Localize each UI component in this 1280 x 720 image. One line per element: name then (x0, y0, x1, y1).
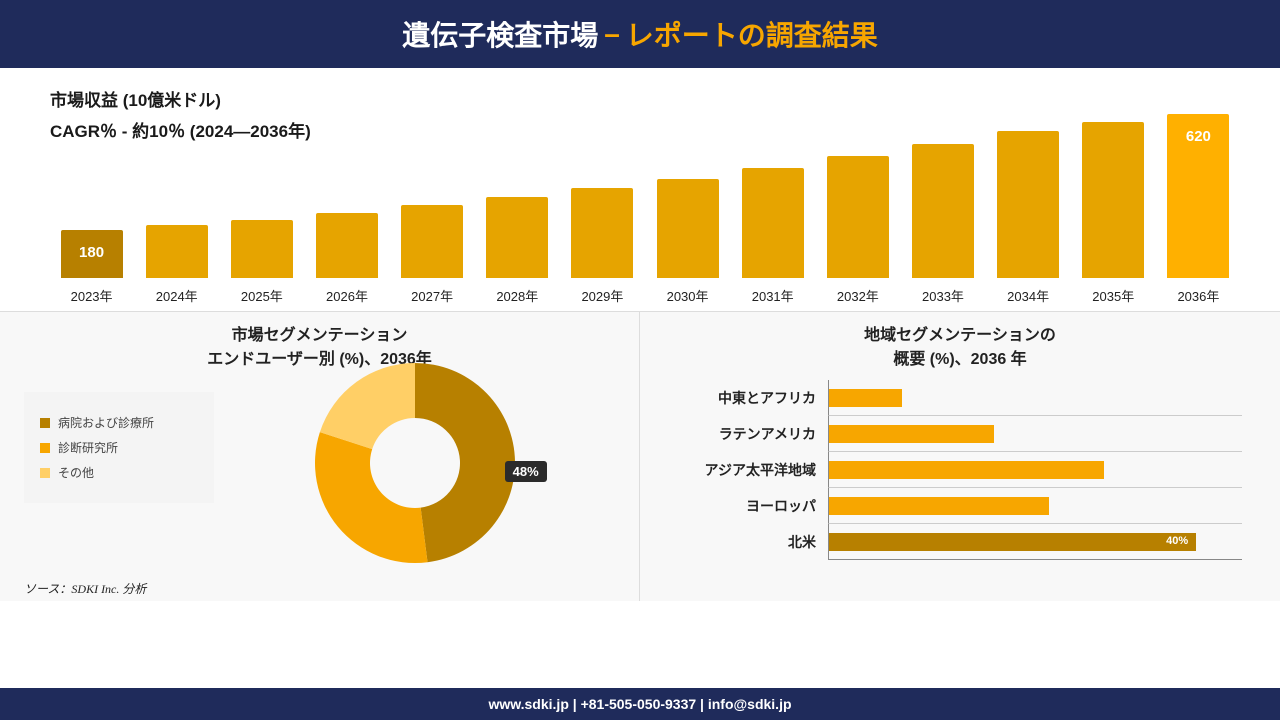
hbar-row: アジア太平洋地域 (668, 452, 1242, 488)
bar-xlabel: 2023年 (54, 286, 129, 305)
donut-slice (320, 363, 415, 449)
bar (316, 213, 378, 278)
bar-xlabel: 2026年 (309, 286, 384, 305)
donut-callout: 48% (505, 461, 547, 482)
hbar-track (828, 452, 1242, 488)
page-footer: www.sdki.jp | +81-505-050-9337 | info@sd… (0, 688, 1280, 720)
bar-xlabel: 2036年 (1161, 286, 1236, 305)
hbar-title-line2: 概要 (%)、2036 年 (893, 351, 1026, 368)
bottom-panels: 市場セグメンテーション エンドユーザー別 (%)、2036年 病院および診療所診… (0, 311, 1280, 601)
hbar (829, 425, 994, 443)
bar-col (565, 188, 640, 278)
bar: 620 (1167, 114, 1229, 278)
hbar-label: 中東とアフリカ (668, 388, 828, 408)
hbar-title-line1: 地域セグメンテーションの (864, 327, 1056, 344)
bar-value: 180 (61, 244, 123, 261)
hbar-label: ラテンアメリカ (668, 424, 828, 444)
hbar-title: 地域セグメンテーションの 概要 (%)、2036 年 (668, 324, 1252, 372)
legend-item: 診断研究所 (40, 439, 198, 456)
page-header: 遺伝子検査市場 – レポートの調査結果 (0, 0, 1280, 68)
bar-value: 620 (1167, 128, 1229, 145)
donut-chart: 48% (300, 348, 530, 583)
hbar-chart: 中東とアフリカラテンアメリカアジア太平洋地域ヨーロッパ北米 40% (668, 380, 1252, 560)
bar-xlabel: 2031年 (735, 286, 810, 305)
source-text: ソース：SDKI Inc. 分析 (24, 580, 146, 597)
bar-col (991, 131, 1066, 278)
bar-col (309, 213, 384, 278)
hbar-track: 40% (828, 524, 1242, 560)
bar (657, 179, 719, 278)
legend-swatch (40, 468, 50, 478)
header-title-part2: レポートの調査結果 (626, 14, 878, 54)
hbar-row: ラテンアメリカ (668, 416, 1242, 452)
segmentation-panel: 市場セグメンテーション エンドユーザー別 (%)、2036年 病院および診療所診… (0, 312, 640, 601)
hbar-track (828, 488, 1242, 524)
bar-col (735, 168, 810, 278)
bar (997, 131, 1059, 278)
bar-xlabel: 2035年 (1076, 286, 1151, 305)
legend-label: 病院および診療所 (58, 414, 154, 431)
footer-text: www.sdki.jp | +81-505-050-9337 | info@sd… (488, 696, 791, 712)
bar-col (480, 197, 555, 278)
hbar (829, 461, 1104, 479)
legend-item: その他 (40, 464, 198, 481)
header-title-part1: 遺伝子検査市場 (402, 14, 598, 54)
hbar-track (828, 416, 1242, 452)
bar-col (224, 220, 299, 278)
region-panel: 地域セグメンテーションの 概要 (%)、2036 年 中東とアフリカラテンアメリ… (640, 312, 1280, 601)
hbar: 40% (829, 533, 1196, 551)
hbar-row: 北米 40% (668, 524, 1242, 560)
hbar-label: 北米 (668, 532, 828, 552)
bar-xlabel: 2030年 (650, 286, 725, 305)
bar-col: 180 (54, 230, 129, 278)
bar-xlabel: 2034年 (991, 286, 1066, 305)
bar (486, 197, 548, 278)
header-dash: – (604, 18, 620, 50)
hbar (829, 497, 1049, 515)
legend-label: 診断研究所 (58, 439, 118, 456)
hbar-label: アジア太平洋地域 (668, 460, 828, 480)
donut-slice (315, 432, 428, 563)
bar-col (650, 179, 725, 278)
bar-xlabel: 2033年 (905, 286, 980, 305)
hbar-row: 中東とアフリカ (668, 380, 1242, 416)
bar-col (139, 225, 214, 278)
legend-label: その他 (58, 464, 94, 481)
donut-slice (415, 363, 515, 562)
bar-xlabel: 2032年 (820, 286, 895, 305)
bar (912, 144, 974, 278)
bar (146, 225, 208, 278)
hbar-label: ヨーロッパ (668, 496, 828, 516)
bar (401, 205, 463, 278)
bar-col (1076, 122, 1151, 278)
hbar-value: 40% (1166, 535, 1188, 547)
hbar-track (828, 380, 1242, 416)
bar: 180 (61, 230, 123, 278)
revenue-bar-chart: 市場収益 (10億米ドル) CAGR％ - 約10％ (2024―2036年) … (0, 68, 1280, 311)
bar (827, 156, 889, 278)
bar-col (820, 156, 895, 278)
bar-xlabel: 2027年 (395, 286, 470, 305)
hbar (829, 389, 902, 407)
bar-col: 620 (1161, 114, 1236, 278)
legend-swatch (40, 418, 50, 428)
bar (742, 168, 804, 278)
bar-xlabel: 2025年 (224, 286, 299, 305)
bar-xlabel: 2029年 (565, 286, 640, 305)
bar-xlabels: 2023年 2024年 2025年 2026年 2027年 2028年 2029年 2030年… (50, 278, 1240, 305)
bar (231, 220, 293, 278)
donut-legend: 病院および診療所診断研究所その他 (24, 392, 214, 503)
legend-item: 病院および診療所 (40, 414, 198, 431)
bar (571, 188, 633, 278)
bar-xlabel: 2028年 (480, 286, 555, 305)
bar (1082, 122, 1144, 278)
bar-col (395, 205, 470, 278)
bar-xlabel: 2024年 (139, 286, 214, 305)
legend-swatch (40, 443, 50, 453)
hbar-row: ヨーロッパ (668, 488, 1242, 524)
bar-col (905, 144, 980, 278)
donut-title-line1: 市場セグメンテーション (232, 327, 408, 344)
